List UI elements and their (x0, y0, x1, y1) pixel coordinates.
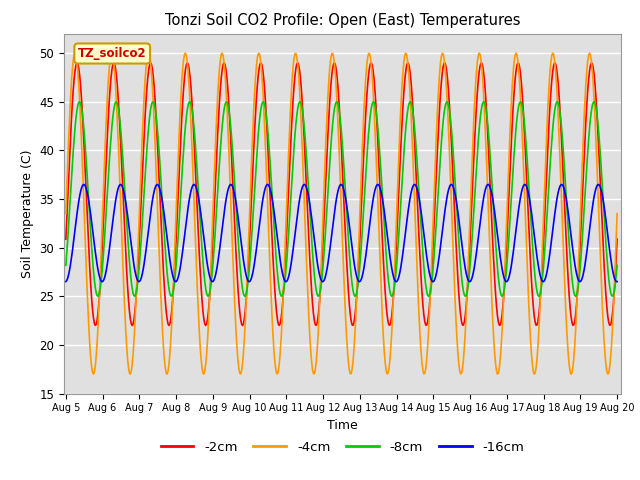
Legend: -2cm, -4cm, -8cm, -16cm: -2cm, -4cm, -8cm, -16cm (156, 435, 529, 459)
X-axis label: Time: Time (327, 419, 358, 432)
Text: TZ_soilco2: TZ_soilco2 (78, 47, 147, 60)
Y-axis label: Soil Temperature (C): Soil Temperature (C) (21, 149, 34, 278)
Title: Tonzi Soil CO2 Profile: Open (East) Temperatures: Tonzi Soil CO2 Profile: Open (East) Temp… (164, 13, 520, 28)
